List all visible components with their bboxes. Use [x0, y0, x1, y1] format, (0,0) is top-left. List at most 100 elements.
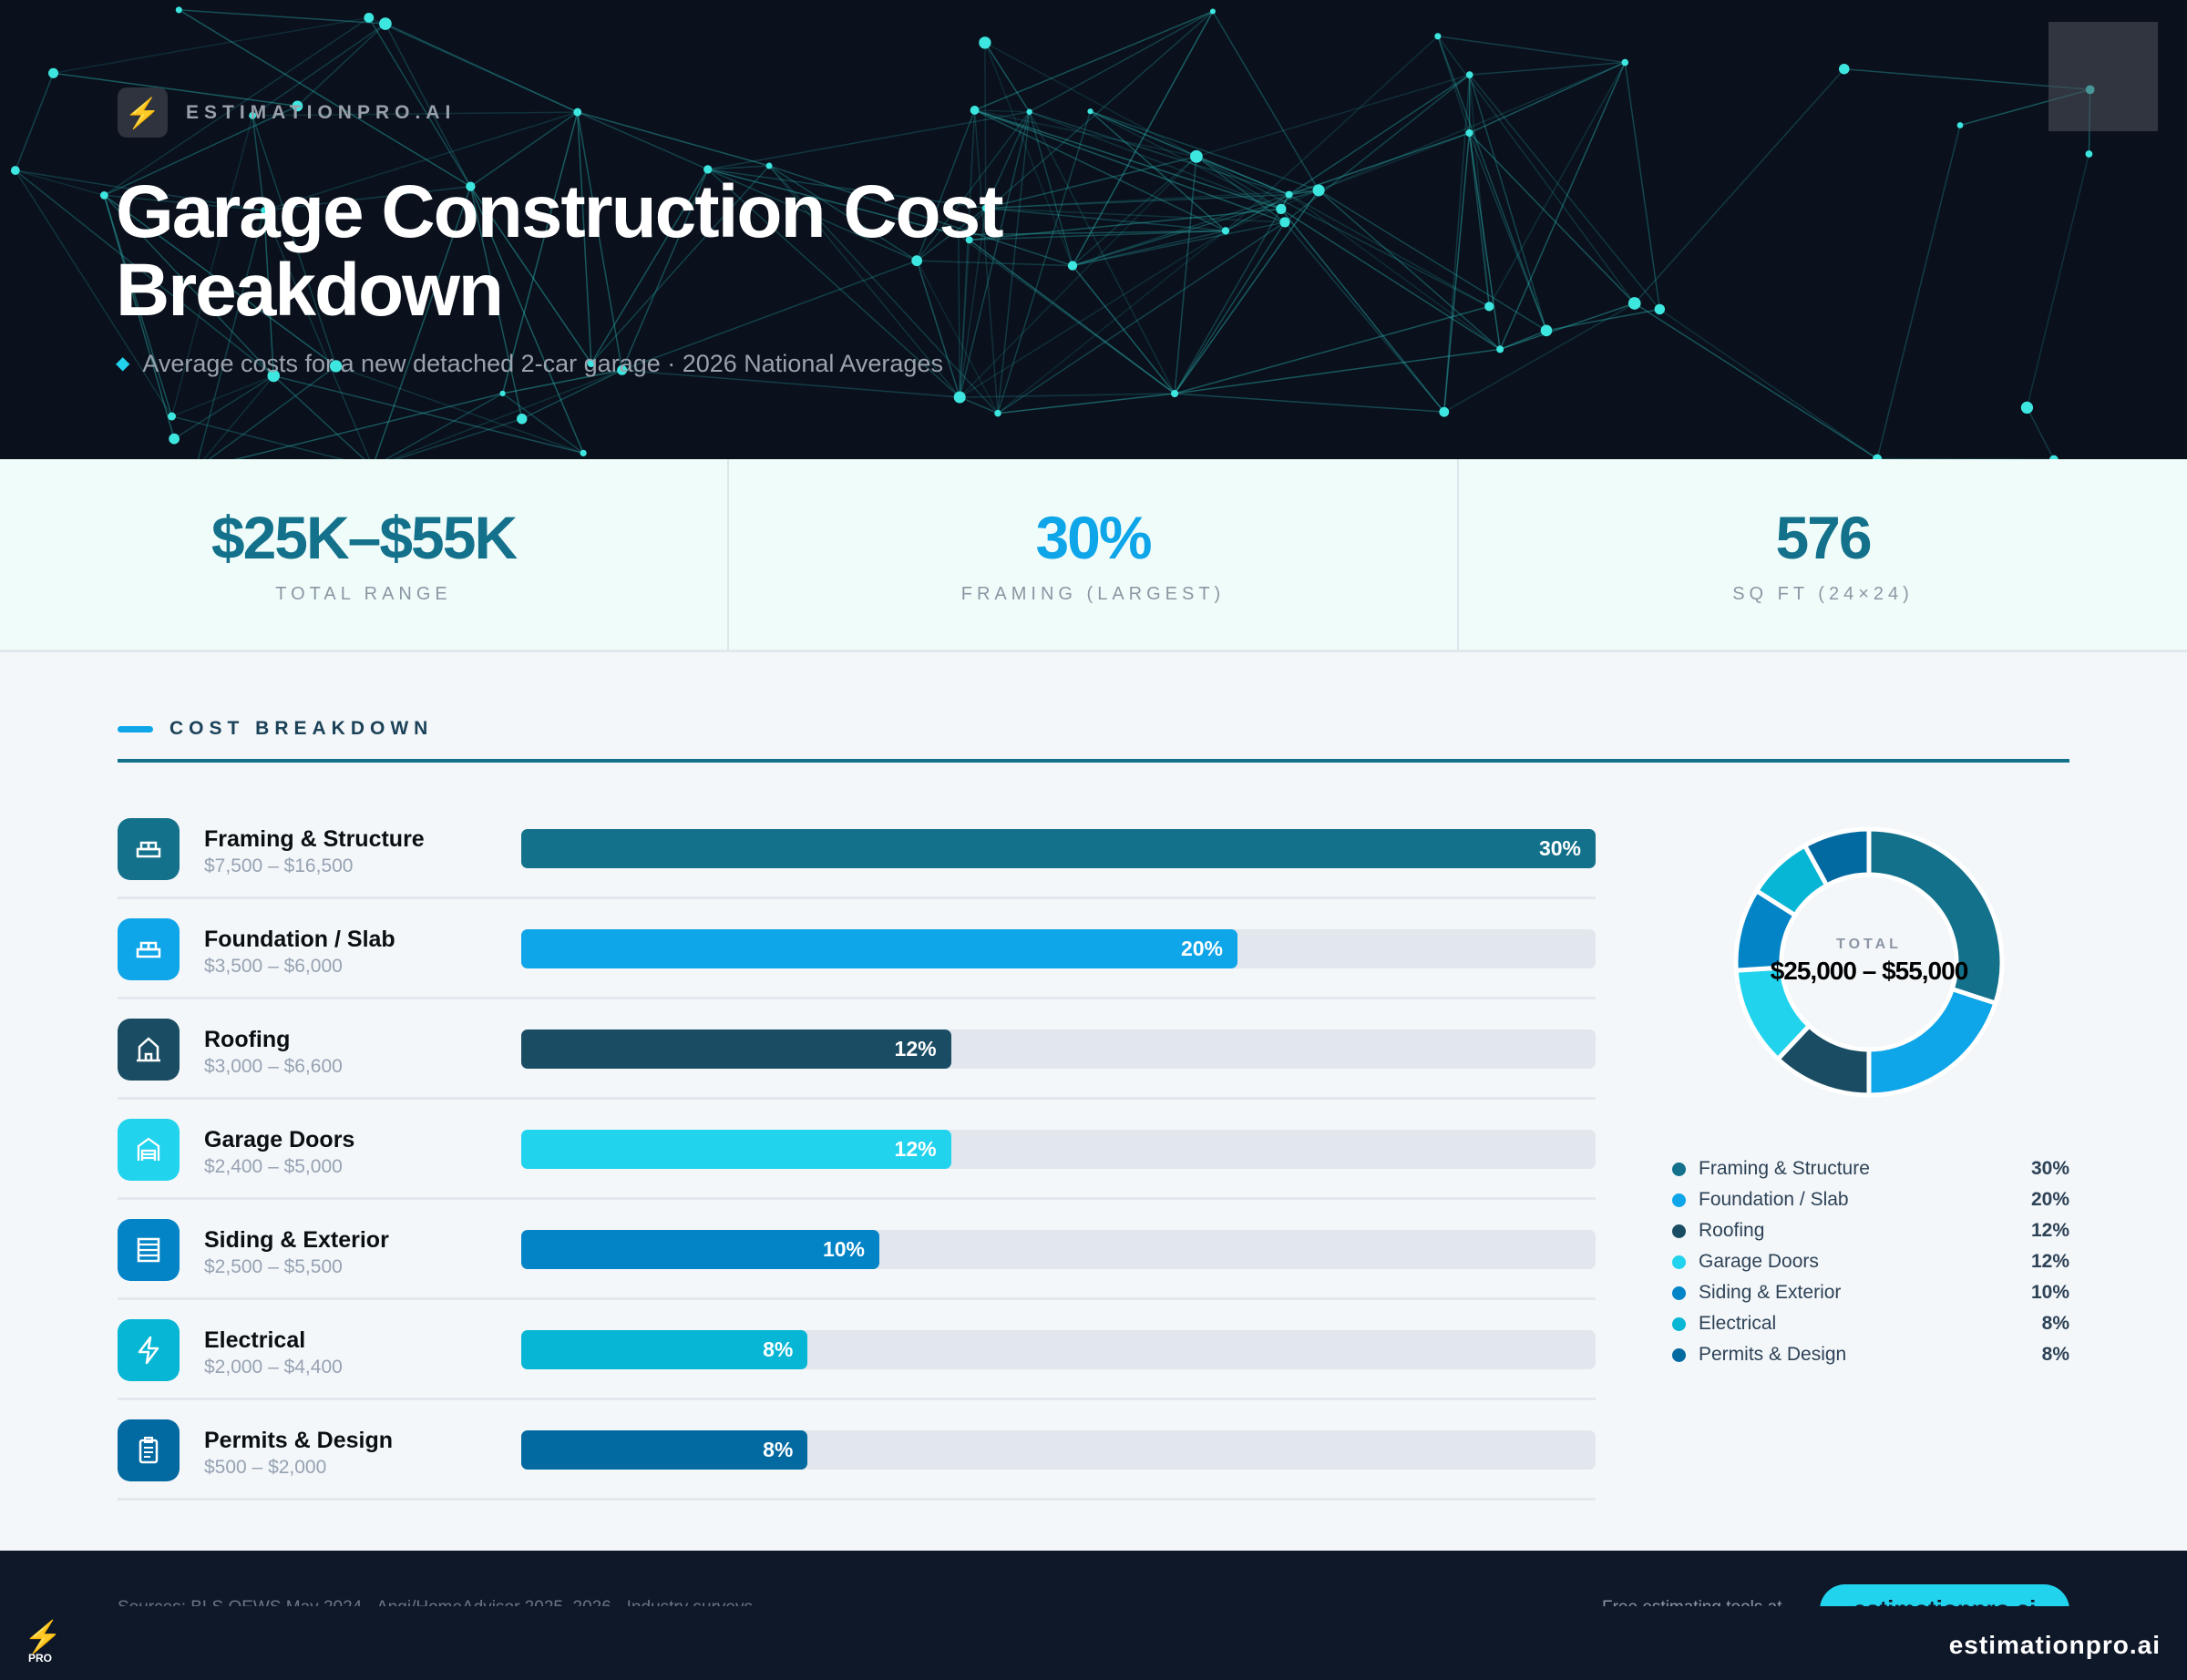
network-line — [969, 230, 1226, 241]
network-line — [1174, 190, 1319, 394]
cost-row-name: Permits & Design — [204, 1428, 394, 1453]
network-line — [707, 169, 960, 236]
cost-row-name: Garage Doors — [204, 1127, 355, 1152]
network-node — [517, 414, 528, 425]
network-line — [1072, 11, 1214, 266]
network-line — [1634, 302, 1878, 459]
legend-label: Foundation / Slab — [1699, 1189, 1849, 1210]
network-line — [577, 111, 770, 167]
network-node — [1276, 203, 1287, 215]
network-line — [335, 365, 584, 455]
stat-label: TOTAL RANGE — [275, 584, 452, 604]
house-icon — [118, 1019, 180, 1081]
legend-label: Framing & Structure — [1699, 1158, 1870, 1179]
network-line — [1469, 61, 1626, 134]
network-line — [985, 190, 1319, 210]
siding-panel-icon — [118, 1219, 180, 1281]
network-line — [1174, 348, 1501, 394]
network-line — [1469, 74, 1660, 310]
network-line — [959, 111, 1031, 398]
network-line — [179, 9, 385, 25]
bar-fill: 20% — [521, 929, 1237, 968]
network-line — [2026, 153, 2090, 408]
footer-site-link[interactable]: estimationpro.ai — [1948, 1631, 2161, 1659]
network-node — [979, 36, 991, 49]
network-line — [1318, 61, 1626, 191]
network-line — [1437, 36, 1471, 134]
donut-slice — [1866, 826, 2005, 1007]
network-node — [1484, 302, 1494, 312]
network-line — [104, 105, 298, 197]
bar-label: 8% — [763, 1438, 794, 1461]
network-node — [175, 6, 182, 14]
network-line — [170, 115, 253, 417]
bar-fill: 12% — [521, 1030, 951, 1069]
network-line — [178, 9, 471, 188]
cost-row-name: Foundation / Slab — [204, 927, 395, 952]
network-node — [703, 165, 713, 174]
network-line — [590, 169, 709, 364]
network-line — [15, 169, 105, 197]
network-line — [233, 393, 503, 459]
network-line — [1280, 208, 1445, 413]
cost-row: Garage Doors $2,400 – $5,000 12% — [118, 1100, 1596, 1200]
network-line — [15, 169, 274, 377]
network-line — [1072, 230, 1227, 267]
network-node — [1171, 389, 1179, 398]
footer-logo-text: PRO — [27, 1652, 52, 1665]
network-line — [1499, 62, 1626, 350]
network-line — [974, 109, 1030, 113]
cost-row-name: Roofing — [204, 1027, 291, 1052]
network-node — [617, 364, 628, 375]
cost-row: Permits & Design $500 – $2,000 8% — [118, 1400, 1596, 1501]
network-node — [1026, 108, 1032, 115]
network-line — [53, 72, 298, 108]
network-node — [1839, 63, 1850, 75]
network-line — [974, 109, 1286, 223]
network-line — [1072, 265, 1176, 394]
legend-item: Foundation / Slab 20% — [1669, 1184, 2069, 1215]
network-line — [171, 415, 345, 459]
network-line — [768, 165, 960, 398]
stat-value: 576 — [1775, 504, 1872, 571]
network-node — [2020, 401, 2034, 415]
legend-swatch — [1672, 1316, 1686, 1331]
cost-row-name: Siding & Exterior — [204, 1227, 389, 1253]
network-line — [252, 115, 265, 211]
cost-row-range: $3,000 – $6,600 — [204, 1056, 343, 1077]
network-line — [375, 186, 472, 459]
network-node — [955, 231, 962, 239]
network-line — [590, 165, 770, 364]
network-line — [469, 186, 592, 364]
legend-item: Garage Doors 12% — [1669, 1246, 2069, 1277]
network-line — [1499, 330, 1547, 351]
network-line — [958, 10, 1214, 236]
network-node — [994, 409, 1001, 417]
network-node — [1279, 217, 1290, 228]
network-line — [15, 73, 55, 171]
network-line — [958, 230, 1226, 236]
bar-track: 20% — [521, 929, 1596, 968]
network-line — [916, 207, 987, 261]
bar-track: 12% — [521, 1030, 1596, 1069]
network-node — [292, 100, 303, 112]
network-line — [1289, 132, 1470, 196]
donut-center-label: TOTAL — [1836, 937, 1902, 952]
network-line — [1545, 308, 1660, 332]
network-node — [1621, 58, 1629, 67]
network-line — [997, 111, 1092, 414]
network-line — [974, 10, 1214, 111]
stat-total-range: $25K–$55K TOTAL RANGE — [0, 459, 729, 650]
cost-row: Electrical $2,000 – $4,400 8% — [118, 1300, 1596, 1400]
network-node — [379, 17, 392, 30]
legend-label: Permits & Design — [1699, 1344, 1847, 1365]
brand-name: ESTIMATIONPRO.AI — [186, 102, 457, 123]
network-node — [573, 108, 582, 117]
network-line — [768, 165, 999, 415]
sources-text: Sources: BLS OEWS May 2024 · Angi/HomeAd… — [118, 1598, 753, 1606]
network-node — [911, 255, 923, 267]
legend-swatch — [1672, 1162, 1686, 1176]
website-cta-button[interactable]: estimationpro.ai — [1820, 1584, 2069, 1606]
network-line — [958, 234, 1176, 394]
network-line — [959, 208, 987, 398]
